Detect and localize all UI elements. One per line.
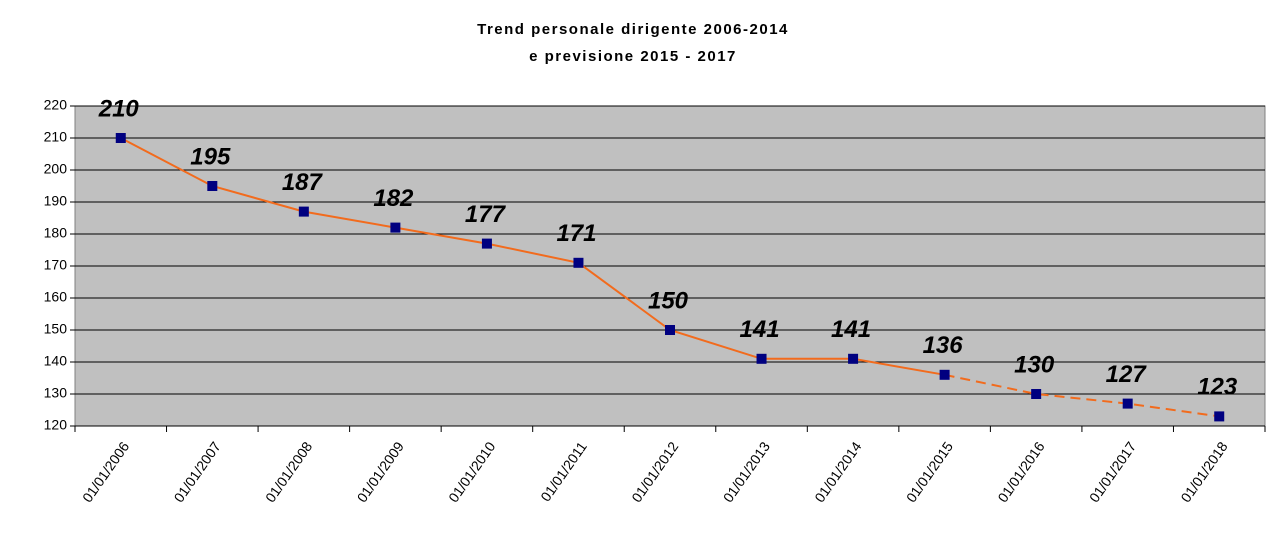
x-tick-label: 01/01/2007 xyxy=(170,439,223,506)
marker xyxy=(481,238,492,249)
marker xyxy=(756,353,767,364)
data-label: 177 xyxy=(465,201,507,228)
data-label: 141 xyxy=(831,316,871,343)
y-tick-label: 190 xyxy=(44,193,68,209)
y-tick-label: 170 xyxy=(44,257,68,273)
x-tick-label: 01/01/2015 xyxy=(903,439,956,506)
data-label: 141 xyxy=(740,316,780,343)
x-tick-label: 01/01/2014 xyxy=(811,439,864,506)
data-label: 136 xyxy=(923,332,964,359)
marker xyxy=(115,133,126,143)
y-tick-label: 180 xyxy=(44,225,68,241)
marker xyxy=(573,257,584,268)
x-tick-label: 01/01/2009 xyxy=(354,439,407,506)
marker xyxy=(390,222,401,233)
y-tick-label: 160 xyxy=(44,289,68,305)
marker xyxy=(298,206,309,217)
chart-subtitle: e previsione 2015 - 2017 xyxy=(529,48,737,65)
marker xyxy=(939,369,950,380)
marker xyxy=(1122,398,1133,409)
data-label: 182 xyxy=(373,185,414,212)
x-tick-label: 01/01/2016 xyxy=(994,439,1047,506)
x-tick-label: 01/01/2008 xyxy=(262,439,315,506)
x-tick-label: 01/01/2006 xyxy=(79,439,132,506)
y-tick-label: 210 xyxy=(44,129,68,145)
y-tick-label: 220 xyxy=(44,97,68,113)
data-label: 210 xyxy=(98,95,140,122)
x-tick-label: 01/01/2012 xyxy=(628,439,681,506)
chart-title: Trend personale dirigente 2006-2014 xyxy=(477,21,789,38)
data-label: 130 xyxy=(1014,351,1055,378)
y-tick-label: 130 xyxy=(44,385,68,401)
marker xyxy=(848,353,859,364)
marker xyxy=(665,325,675,335)
marker xyxy=(207,181,218,191)
y-tick-label: 120 xyxy=(44,417,68,433)
y-tick-label: 200 xyxy=(44,161,68,177)
data-label: 195 xyxy=(190,143,231,170)
x-tick-label: 01/01/2018 xyxy=(1177,439,1230,506)
x-tick-label: 01/01/2013 xyxy=(720,439,773,506)
marker xyxy=(1214,411,1225,422)
y-tick-label: 150 xyxy=(44,321,68,337)
x-tick-label: 01/01/2011 xyxy=(537,438,590,504)
data-label: 187 xyxy=(282,169,324,196)
data-label: 171 xyxy=(556,220,596,247)
data-line xyxy=(120,137,945,376)
marker xyxy=(1031,389,1042,399)
data-label: 123 xyxy=(1197,374,1238,401)
y-tick-label: 140 xyxy=(44,353,68,369)
x-tick-label: 01/01/2010 xyxy=(445,439,498,506)
x-tick-label: 01/01/2017 xyxy=(1086,439,1139,506)
data-label: 127 xyxy=(1106,361,1148,388)
forecast-line xyxy=(944,373,1220,418)
data-label: 150 xyxy=(648,287,689,314)
